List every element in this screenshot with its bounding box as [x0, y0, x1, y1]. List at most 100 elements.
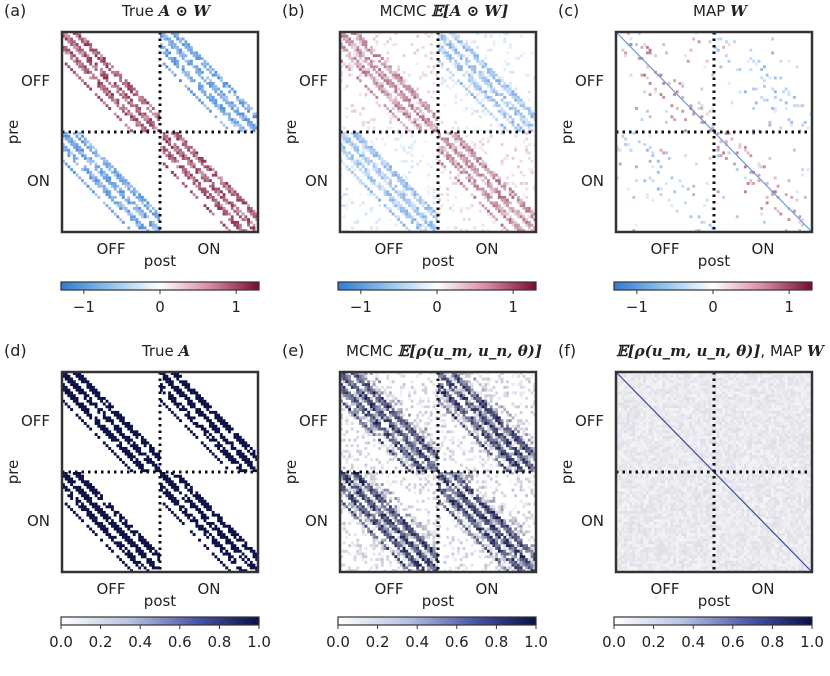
heatmap-cell [249, 120, 253, 124]
heatmap-cell [476, 54, 479, 58]
heatmap-cell [217, 447, 221, 450]
heatmap-cell [478, 173, 482, 177]
heatmap-cell [111, 95, 114, 99]
heatmap-cell [418, 226, 422, 230]
heatmap-cell [72, 485, 76, 489]
heatmap-cell [448, 40, 452, 44]
heatmap-cell [446, 372, 450, 375]
heatmap-cell [462, 218, 466, 222]
heatmap-cell [410, 43, 414, 47]
heatmap-cell [752, 182, 755, 185]
heatmap-cell [124, 184, 128, 188]
heatmap-cell [165, 48, 169, 52]
heatmap-cell [162, 502, 166, 506]
heatmap-cell [768, 157, 772, 160]
heatmap-cell [489, 416, 493, 420]
heatmap-cell [413, 204, 417, 208]
heatmap-cell [179, 491, 182, 495]
heatmap-cell [389, 380, 392, 384]
heatmap-cell [198, 184, 201, 188]
heatmap-cell [662, 43, 666, 47]
heatmap-cell [421, 413, 425, 417]
heatmap-cell [511, 107, 515, 110]
heatmap-cell [184, 40, 188, 44]
heatmap-cell [97, 497, 101, 500]
heatmap-frame [60, 370, 260, 574]
heatmap-cell [124, 447, 128, 450]
heatmap-cell [62, 485, 65, 489]
heatmap-cell [214, 527, 218, 531]
heatmap-cell [418, 229, 422, 233]
heatmap-cell [511, 70, 515, 74]
heatmap-cell [467, 391, 471, 395]
heatmap-cell [233, 560, 237, 564]
heatmap-cell [67, 488, 71, 492]
heatmap-cell [421, 104, 425, 108]
heatmap-cell [219, 182, 223, 185]
heatmap-cell [508, 101, 512, 105]
heatmap-cell [105, 533, 109, 537]
heatmap-cell [440, 37, 444, 41]
heatmap-cell [217, 93, 221, 97]
heatmap-cell [89, 485, 93, 489]
heatmap-cell [459, 405, 463, 409]
heatmap-cell [138, 193, 142, 197]
heatmap-cell [380, 402, 384, 406]
heatmap-cell [225, 449, 229, 453]
heatmap-cell [473, 82, 477, 85]
heatmap-cell [416, 424, 420, 428]
heatmap-cell [446, 377, 450, 381]
heatmap-cell [78, 385, 82, 389]
heatmap-cell [356, 374, 360, 378]
heatmap-cell [62, 483, 65, 487]
heatmap-cell [408, 430, 411, 434]
heatmap-cell [514, 435, 518, 439]
heatmap-cell [143, 98, 147, 102]
heatmap-cell [247, 463, 250, 467]
heatmap-cell [100, 508, 103, 512]
heatmap-cell [375, 82, 379, 85]
heatmap-cell [378, 438, 381, 442]
heatmap-cell [670, 104, 674, 108]
heatmap-cell [211, 552, 215, 556]
heatmap-cell [530, 215, 534, 219]
heatmap-cell [670, 115, 674, 119]
heatmap-cell [168, 40, 172, 44]
heatmap-cell [511, 123, 515, 127]
heatmap-cell [138, 452, 142, 456]
heatmap-cell [179, 519, 182, 523]
heatmap-cell [424, 201, 428, 205]
heatmap-cell [470, 70, 474, 74]
heatmap-cell [487, 416, 490, 420]
heatmap-cell [75, 485, 79, 489]
heatmap-cell [130, 115, 133, 119]
heatmap-cell [533, 402, 537, 406]
heatmap-cell [94, 168, 98, 172]
heatmap-cell [424, 391, 428, 395]
heatmap-cell [418, 372, 422, 375]
heatmap-cell [484, 377, 488, 381]
heatmap-cell [143, 555, 147, 559]
heatmap-cell [105, 519, 109, 523]
heatmap-cell [78, 472, 82, 475]
heatmap-cell [378, 173, 381, 177]
heatmap-cell [489, 424, 493, 428]
heatmap-cell [121, 193, 125, 197]
heatmap-cell [462, 424, 466, 428]
heatmap-cell [489, 397, 493, 400]
heatmap-cell [643, 179, 647, 183]
heatmap-cell [719, 37, 723, 41]
heatmap-cell [130, 212, 133, 216]
heatmap-cell [170, 43, 174, 47]
heatmap-cell [94, 165, 98, 169]
heatmap-cell [138, 566, 142, 570]
heatmap-cell [369, 405, 373, 409]
heatmap-cell [787, 218, 791, 222]
heatmap-cell [108, 419, 112, 423]
heatmap-cell [222, 522, 226, 525]
heatmap-cell [410, 422, 414, 425]
heatmap-cell [350, 380, 354, 384]
heatmap-cell [94, 62, 98, 66]
heatmap-cell [516, 101, 520, 105]
heatmap-cell [389, 118, 392, 122]
